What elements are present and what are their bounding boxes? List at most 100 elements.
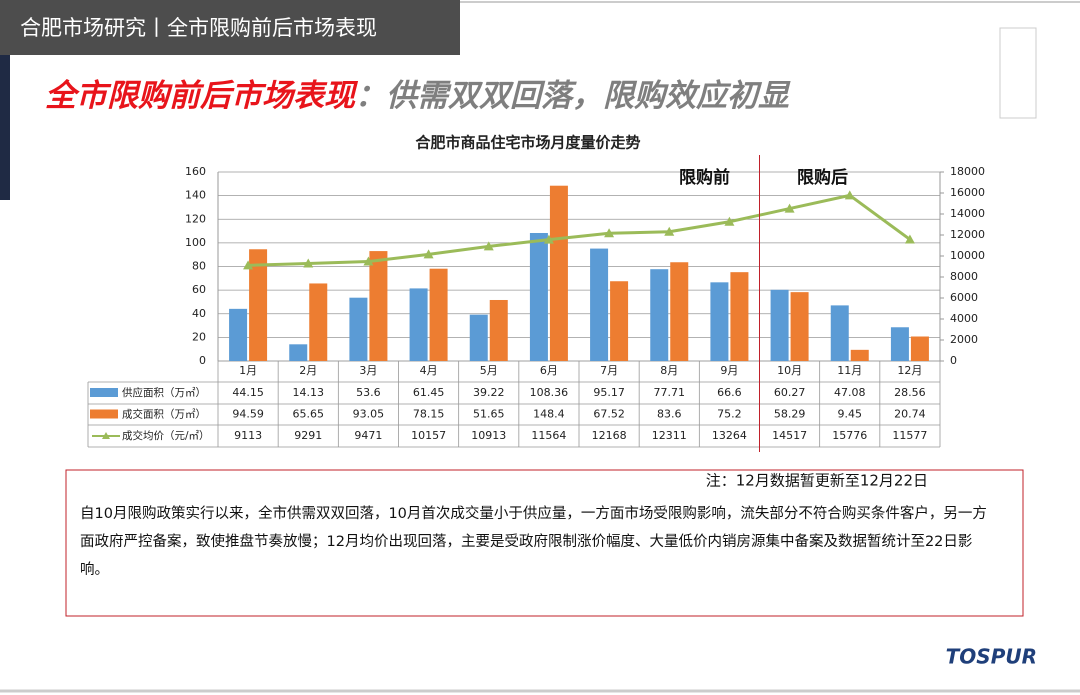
header-box [0,0,460,55]
logo: TOSPUR [946,645,1037,669]
legend-label: 供应面积（万㎡） [122,386,206,399]
bar [910,336,929,361]
legend-key [90,388,118,397]
x-tick-label: 1月 [239,364,257,377]
bar [289,344,308,361]
note: 注：12月数据暂更新至12月22日 [706,472,928,490]
y2-tick-label: 18000 [950,165,985,178]
x-tick-label: 10月 [777,364,802,377]
body-text: 自10月限购政策实行以来，全市供需双双回落，10月首次成交量小于供应量，一方面市… [80,506,987,578]
table-value: 28.56 [894,386,926,399]
annotation: 限购后 [797,167,848,188]
line-marker [303,258,314,268]
x-tick-label: 11月 [837,364,862,377]
side-bar [0,55,10,200]
y2-tick-label: 0 [950,354,957,367]
table-value: 51.65 [473,408,505,421]
bar [489,299,508,361]
table-value: 12168 [592,429,627,442]
x-tick-label: 2月 [299,364,317,377]
bar [650,269,669,361]
bar [309,283,328,361]
annotation: 限购前 [679,167,730,188]
table-value: 9291 [294,429,322,442]
bar [549,185,568,361]
bar [409,288,428,361]
table-value: 11564 [531,429,566,442]
y2-tick-label: 4000 [950,312,978,325]
line-marker [724,216,735,226]
headline-gray: ：供需双双回落，限购效应初显 [355,78,791,114]
x-tick-label: 4月 [420,364,438,377]
x-tick-label: 3月 [359,364,377,377]
table-value: 53.6 [356,386,381,399]
y-tick-label: 0 [199,354,206,367]
table-value: 47.08 [834,386,866,399]
bar [890,327,909,361]
table-value: 83.6 [657,408,682,421]
bar [610,281,629,361]
table-value: 12311 [652,429,687,442]
y-tick-label: 100 [185,236,206,249]
x-tick-label: 8月 [660,364,678,377]
table-value: 108.36 [530,386,569,399]
y-tick-label: 120 [185,212,206,225]
table-value: 95.17 [593,386,625,399]
bar [590,248,609,361]
table-value: 75.2 [717,408,742,421]
x-tick-label: 6月 [540,364,558,377]
table-value: 10157 [411,429,446,442]
bar [349,297,368,361]
table-value: 77.71 [654,386,686,399]
legend-label: 成交面积（万㎡） [122,408,206,421]
bar [529,232,548,361]
line-marker [423,249,434,259]
x-tick-label: 9月 [720,364,738,377]
line-marker [363,256,374,266]
table-value: 39.22 [473,386,505,399]
bar [770,289,789,361]
chart-title: 合肥市商品住宅市场月度量价走势 [414,134,640,152]
table-value: 20.74 [894,408,926,421]
y-tick-label: 160 [185,165,206,178]
table-value: 9113 [234,429,262,442]
line-marker [543,234,554,244]
table-value: 11577 [892,429,927,442]
line-marker [483,241,494,251]
line-marker [844,190,855,200]
line-marker [604,228,615,238]
y-tick-label: 140 [185,189,206,202]
headline: 全市限购前后市场表现：供需双双回落，限购效应初显 [45,78,791,114]
bar [790,292,809,361]
y-tick-label: 60 [192,283,206,296]
headline-red: 全市限购前后市场表现 [45,78,359,114]
logo-badge [999,27,1037,119]
line-marker [784,203,795,213]
line-marker [904,234,915,244]
table-value: 14.13 [293,386,325,399]
table-value: 10913 [471,429,506,442]
table-value: 67.52 [593,408,625,421]
y-tick-label: 40 [192,307,206,320]
y2-tick-label: 16000 [950,186,985,199]
bar [249,249,268,361]
table-value: 44.15 [232,386,264,399]
x-tick-label: 12月 [897,364,922,377]
table-value: 58.29 [774,408,806,421]
bar [369,251,388,361]
bar [830,305,849,361]
legend-key [102,432,110,439]
bar [469,314,488,361]
y-tick-label: 80 [192,260,206,273]
bar [429,268,448,361]
bar [730,272,749,361]
table-value: 14517 [772,429,807,442]
table-value: 9471 [354,429,382,442]
note-box [65,469,1024,617]
bar [229,308,248,361]
y-tick-label: 20 [192,330,206,343]
table-value: 9.45 [838,408,863,421]
table-value: 65.65 [293,408,325,421]
